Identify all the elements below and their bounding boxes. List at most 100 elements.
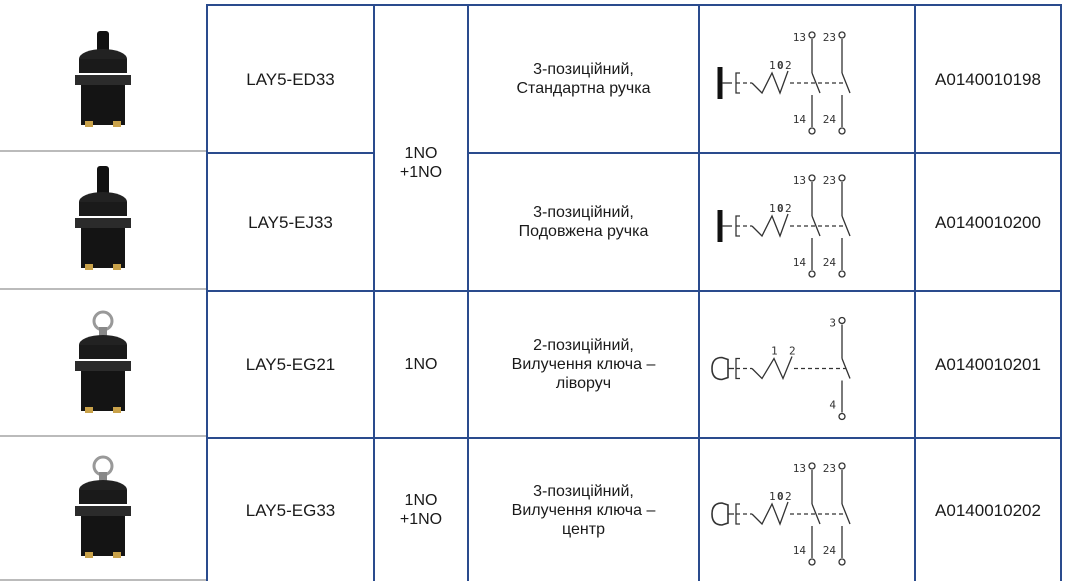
contacts-text: 1NO +1NO [400, 144, 442, 182]
terminal-label: 4 [829, 399, 836, 412]
contact [811, 215, 821, 237]
switch-photo [75, 31, 131, 127]
contacts: 1NO +1NO [373, 4, 467, 290]
article: A0140010202 [914, 437, 1062, 581]
schematic-drawing: 1 2 3 4 [711, 316, 851, 421]
model-text: LAY5-EJ33 [248, 212, 333, 232]
contact [811, 503, 821, 525]
terminal [85, 121, 93, 127]
position-label: 1 [771, 345, 778, 358]
description-text-line: Вилучення ключа – [511, 501, 656, 519]
body [81, 85, 125, 125]
schematic: 1 0 2 13 14 23 24 [698, 437, 914, 581]
cam-profile [751, 356, 793, 381]
model: LAY5-EG21 [206, 290, 373, 437]
handle [97, 166, 109, 200]
flange [75, 218, 131, 228]
description-text-line: 3-позиційний, [533, 482, 634, 500]
description: 3-позиційний, Вилучення ключа – центр [467, 437, 698, 581]
terminal [113, 264, 121, 270]
terminal-label: 3 [829, 317, 836, 330]
description: 3-позиційний, Стандартна ручка [467, 4, 698, 152]
article: A0140010201 [914, 290, 1062, 437]
position-label: 2 [785, 59, 792, 72]
terminal-label: 23 [823, 174, 836, 187]
terminal [808, 462, 816, 470]
description: 2-позиційний, Вилучення ключа – ліворуч [467, 290, 698, 437]
model: LAY5-ED33 [206, 4, 373, 152]
terminal [838, 31, 846, 39]
article-text: A0140010200 [935, 212, 1041, 232]
description-text-line: центр [562, 520, 605, 538]
terminal-label: 23 [823, 31, 836, 44]
key [99, 472, 107, 484]
description-text-line: 2-позиційний, [533, 337, 634, 354]
contacts-text-line: +1NO [399, 511, 443, 528]
body [81, 516, 125, 556]
terminal-label: 24 [823, 256, 837, 269]
article: A0140010198 [914, 4, 1062, 152]
model-text: LAY5-EG33 [245, 500, 336, 520]
description-text: 2-позиційний, Вилучення ключа – ліворуч [512, 336, 656, 393]
contacts: 1NO +1NO [373, 437, 467, 581]
product-photo [0, 290, 206, 437]
terminal [808, 31, 816, 39]
terminal-label: 14 [793, 544, 807, 557]
contact [841, 72, 851, 94]
contact [841, 358, 851, 379]
contact [841, 503, 851, 525]
terminal-label: 13 [793, 31, 806, 44]
description-text-line: Вилучення ключа – [511, 356, 656, 373]
description-text: 3-позиційний, Подовжена ручка [519, 203, 649, 241]
contacts-text-line: +1NO [399, 164, 443, 181]
terminal [85, 552, 93, 558]
terminal [808, 558, 816, 566]
cam-profile [751, 70, 789, 95]
terminal-label: 24 [823, 113, 837, 126]
article-text: A0140010201 [935, 355, 1041, 374]
terminal-label: 24 [823, 544, 837, 557]
terminal [113, 121, 121, 127]
contacts-text-line: 1NO [404, 356, 438, 373]
schematic-drawing: 1 0 2 13 14 23 24 [717, 31, 851, 135]
position-label: 0 [777, 59, 784, 72]
contacts-text: 1NO +1NO [400, 491, 442, 529]
description-text-line: 3-позиційний, [533, 61, 634, 78]
terminal [808, 127, 816, 135]
schematic: 1 0 2 13 14 23 24 [698, 4, 914, 152]
description-text-line: Подовжена ручка [518, 223, 649, 240]
terminal [808, 270, 816, 278]
switch-photo [75, 166, 131, 270]
contacts-text: 1NO [405, 355, 438, 374]
head [79, 490, 127, 504]
actuator-symbol [711, 502, 729, 526]
terminal-label: 13 [793, 462, 806, 475]
terminal [838, 412, 846, 421]
position-label: 2 [789, 345, 796, 358]
terminal-label: 14 [793, 113, 807, 126]
terminal [838, 316, 846, 325]
model-text: LAY5-EG21 [245, 355, 336, 374]
position-label: 2 [785, 202, 792, 215]
contacts-text-line: 1NO [404, 145, 438, 162]
terminal [85, 264, 93, 270]
key [99, 326, 107, 339]
flange [75, 360, 131, 371]
head [79, 59, 127, 73]
model: LAY5-EJ33 [206, 152, 373, 290]
terminal [838, 558, 846, 566]
schematic-drawing: 1 0 2 13 14 23 24 [711, 462, 851, 566]
article-text: A0140010202 [935, 500, 1041, 520]
contact [811, 72, 821, 94]
position-label: 0 [777, 490, 784, 503]
contact [841, 215, 851, 237]
description-text-line: Стандартна ручка [516, 80, 651, 97]
position-label: 1 [769, 202, 776, 215]
head [79, 344, 127, 359]
product-photo [0, 437, 206, 581]
article: A0140010200 [914, 152, 1062, 290]
cam-profile [751, 213, 789, 238]
terminal [838, 174, 846, 182]
switch-photo [75, 455, 131, 558]
